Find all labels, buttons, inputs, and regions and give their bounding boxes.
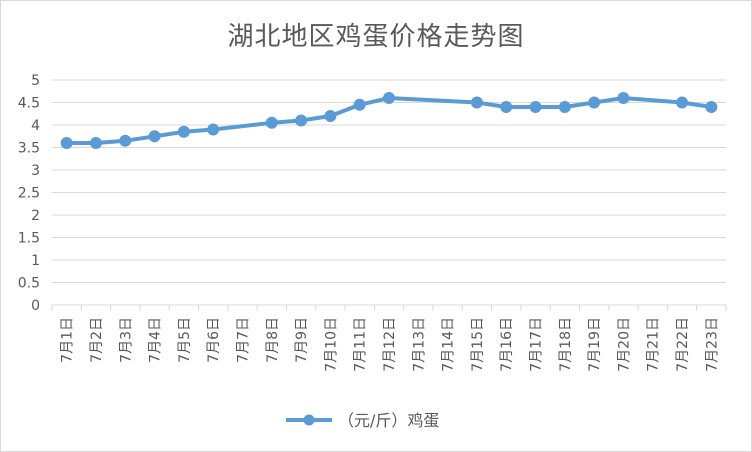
x-tick-label: 7月14日 (441, 317, 457, 372)
x-tick-label: 7月23日 (704, 317, 720, 372)
x-tick-label: 7月13日 (411, 317, 427, 372)
data-point (558, 101, 571, 113)
x-tick-label: 7月10日 (323, 317, 339, 372)
data-point (500, 101, 513, 113)
x-tick-label: 7月17日 (529, 317, 545, 372)
legend: （元/斤）鸡蛋 (286, 411, 439, 430)
data-point (177, 125, 190, 138)
legend-swatch-marker (303, 414, 315, 426)
y-tick-label: 3 (31, 163, 40, 179)
x-tick-label: 7月1日 (60, 317, 76, 363)
y-tick-label: 1.5 (18, 231, 40, 247)
data-point (705, 101, 718, 113)
x-tick-label: 7月11日 (353, 317, 369, 372)
x-tick-label: 7月15日 (470, 317, 486, 372)
x-tick-label: 7月16日 (499, 317, 515, 372)
data-point (588, 96, 601, 109)
x-tick-label: 7月6日 (206, 317, 222, 363)
x-tick-label: 7月8日 (265, 317, 281, 363)
x-tick-label: 7月7日 (235, 317, 251, 363)
y-tick-label: 1 (31, 253, 40, 269)
y-tick-label: 0.5 (18, 276, 40, 292)
x-tick-label: 7月20日 (616, 317, 632, 372)
x-tick-label: 7月22日 (675, 317, 691, 372)
data-point (383, 92, 395, 104)
x-tick-label: 7月2日 (89, 317, 105, 363)
data-point (324, 110, 337, 122)
y-tick-label: 4 (31, 118, 40, 134)
x-tick-label: 7月4日 (148, 317, 164, 363)
y-tick-label: 2.5 (18, 186, 40, 202)
data-point (617, 92, 630, 104)
x-tick-label: 7月3日 (118, 317, 134, 363)
y-tick-label: 0 (31, 298, 40, 314)
data-point (265, 116, 278, 129)
y-tick-label: 5 (31, 73, 40, 89)
data-point (148, 130, 161, 143)
chart-title: 湖北地区鸡蛋价格走势图 (227, 22, 525, 52)
y-tick-label: 2 (31, 208, 40, 224)
data-point (60, 137, 73, 149)
x-tick-label: 7月19日 (587, 317, 603, 372)
y-axis: 0 0.5 1 1.5 2 2.5 3 3.5 4 4.5 5 (18, 73, 40, 314)
data-point (119, 134, 132, 147)
x-tick-label: 7月21日 (646, 317, 662, 372)
data-point (89, 137, 102, 149)
grid-lines (52, 79, 726, 306)
data-point (676, 96, 689, 109)
legend-label: （元/斤）鸡蛋 (338, 411, 439, 430)
x-tick-label: 7月18日 (558, 317, 574, 372)
data-point (295, 114, 308, 127)
series-line (66, 96, 712, 145)
data-point (353, 98, 366, 111)
x-tick-label: 7月9日 (294, 317, 310, 363)
series-layer (60, 92, 718, 149)
x-tick-label: 7月5日 (177, 317, 193, 363)
data-point (207, 123, 220, 136)
data-point (470, 96, 483, 109)
x-tick-label: 7月12日 (382, 317, 398, 372)
y-tick-label: 3.5 (18, 141, 40, 157)
data-point (529, 101, 542, 113)
y-tick-label: 4.5 (18, 96, 40, 112)
x-axis: 7月1日 7月2日 7月3日 7月4日 7月5日 7月6日 7月7日 7月8日 7月9日 7月10… (51, 305, 727, 372)
